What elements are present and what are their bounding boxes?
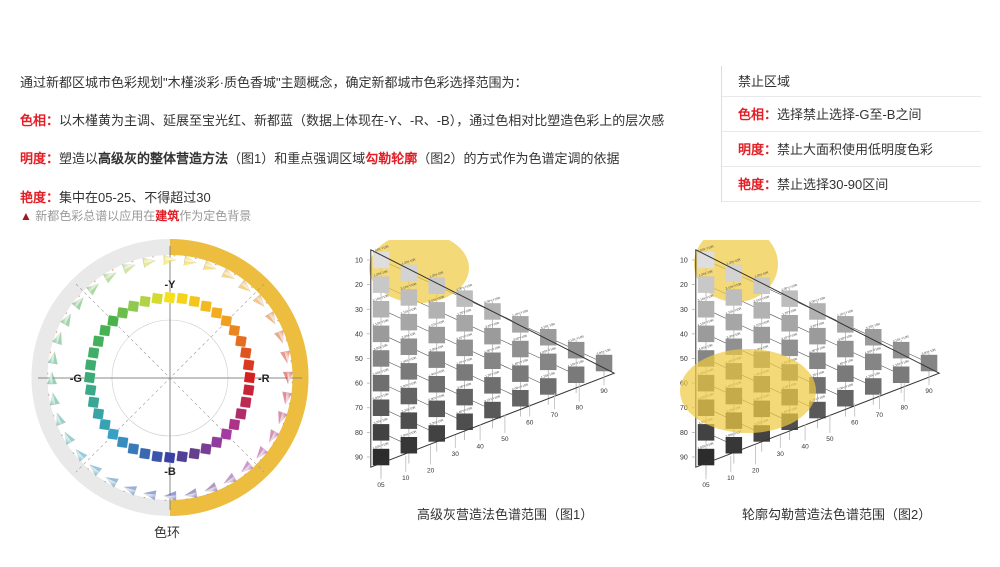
svg-text:10: 10: [680, 258, 688, 265]
svg-text:50: 50: [680, 356, 688, 363]
svg-text:20: 20: [752, 467, 760, 474]
svg-text:70: 70: [551, 412, 559, 419]
svg-text:50: 50: [826, 436, 834, 443]
svg-text:20: 20: [680, 282, 688, 289]
svg-text:40: 40: [476, 444, 484, 451]
svg-text:80: 80: [576, 405, 584, 412]
svg-text:40: 40: [355, 331, 363, 338]
svg-text:80: 80: [901, 405, 909, 412]
svg-text:90: 90: [600, 388, 608, 395]
svg-text:60: 60: [355, 381, 363, 388]
svg-text:10: 10: [727, 475, 735, 482]
svg-text:10: 10: [355, 258, 363, 265]
svg-text:30: 30: [452, 451, 460, 458]
svg-text:90: 90: [355, 455, 363, 462]
svg-text:-Y: -Y: [165, 279, 177, 291]
svg-text:70: 70: [355, 405, 363, 412]
svg-text:50: 50: [501, 436, 509, 443]
svg-text:60: 60: [851, 420, 859, 427]
svg-text:40: 40: [801, 444, 809, 451]
svg-text:50: 50: [355, 356, 363, 363]
svg-text:80: 80: [355, 430, 363, 437]
svg-text:60: 60: [526, 420, 534, 427]
svg-text:30: 30: [777, 451, 785, 458]
svg-text:20: 20: [427, 467, 435, 474]
svg-text:20: 20: [355, 282, 363, 289]
svg-text:10: 10: [402, 475, 410, 482]
svg-text:05: 05: [702, 482, 710, 489]
svg-text:30: 30: [680, 307, 688, 314]
svg-text:30: 30: [355, 307, 363, 314]
svg-text:-G: -G: [70, 373, 82, 385]
svg-text:-B: -B: [164, 466, 176, 478]
svg-text:70: 70: [876, 412, 884, 419]
svg-text:80: 80: [680, 430, 688, 437]
svg-text:40: 40: [680, 331, 688, 338]
svg-text:90: 90: [680, 455, 688, 462]
svg-text:05: 05: [377, 482, 385, 489]
svg-text:-R: -R: [258, 373, 270, 385]
svg-text:90: 90: [925, 388, 933, 395]
